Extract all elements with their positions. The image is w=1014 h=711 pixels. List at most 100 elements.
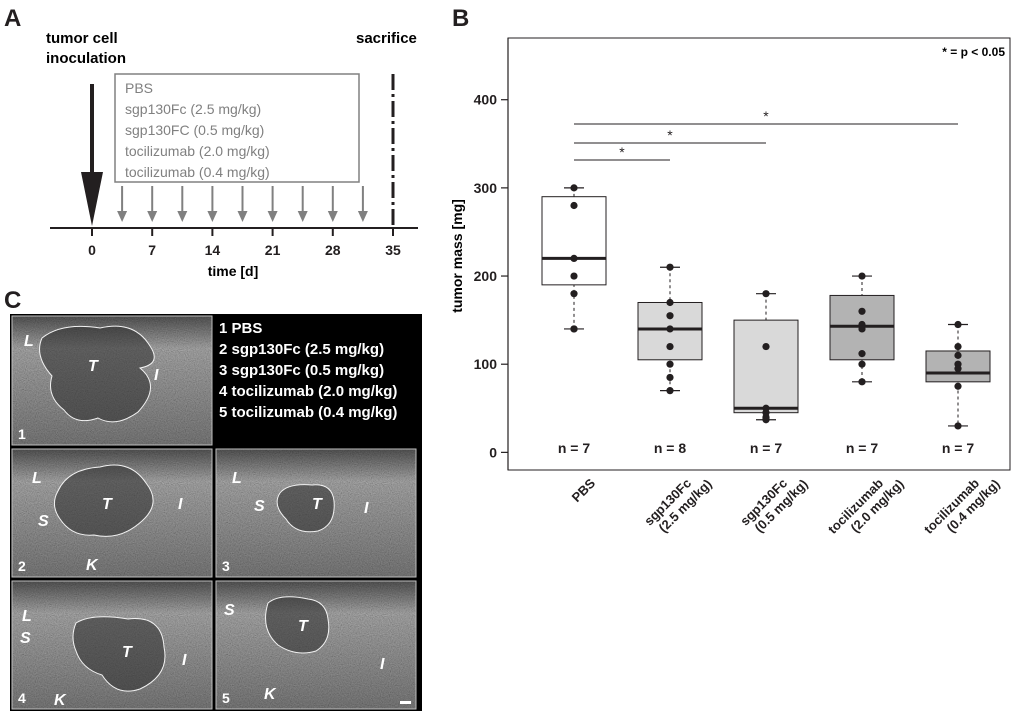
tumor-outline [72, 616, 166, 692]
treatment-5: tocilizumab (0.4 mg/kg) [125, 164, 270, 180]
box [541, 196, 607, 286]
us-image-number: 1 [18, 426, 26, 442]
y-tick-label: 0 [489, 444, 497, 460]
us-anatomy-label: T [102, 496, 113, 513]
us-image-5: S T I K 5 [215, 580, 417, 710]
us-anatomy-label: K [54, 692, 67, 709]
injection-arrow-head [207, 211, 218, 222]
data-point [666, 373, 674, 382]
data-point [858, 350, 866, 358]
data-point [666, 312, 674, 320]
timeline-tick-label: 35 [385, 242, 401, 258]
x-tick-label-line1: PBS [569, 475, 599, 505]
us-anatomy-label: I [364, 500, 369, 517]
data-point [570, 184, 578, 192]
us-image-number: 4 [18, 690, 26, 706]
y-tick-label: 300 [474, 180, 498, 196]
data-point [858, 272, 866, 280]
timeline-tick-label: 14 [205, 242, 221, 258]
treatment-2: sgp130Fc (2.5 mg/kg) [125, 101, 261, 117]
us-image-border [11, 448, 213, 578]
inoculation-arrow-head [81, 172, 103, 226]
injection-arrow-head [297, 211, 308, 222]
data-point [858, 378, 866, 386]
us-image-border [11, 315, 213, 446]
n-label: n = 8 [654, 440, 687, 456]
treatment-4: tocilizumab (2.0 mg/kg) [125, 143, 270, 159]
x-tick-label: tocilizumab(2.0 mg/kg) [825, 466, 907, 548]
significance-star: * [763, 108, 769, 124]
y-tick-label: 400 [474, 92, 498, 108]
us-anatomy-label: T [88, 358, 99, 375]
data-point [954, 351, 962, 359]
tumor-outline [39, 325, 155, 423]
n-label: n = 7 [846, 440, 879, 456]
data-point [858, 360, 866, 368]
us-anatomy-label: T [312, 496, 323, 513]
data-point [858, 325, 866, 333]
x-tick-label: tocilizumab(0.4 mg/kg) [921, 466, 1003, 548]
data-point [762, 342, 770, 351]
us-anatomy-label: I [154, 367, 159, 384]
data-point [666, 298, 674, 307]
data-point [954, 422, 962, 430]
data-point [858, 307, 866, 315]
data-point [666, 342, 674, 351]
panel-c-label: C [4, 287, 21, 314]
timeline-tick-label: 21 [265, 242, 281, 258]
injection-arrow-head [147, 211, 158, 222]
us-image-border [215, 580, 417, 710]
sacrifice-label: sacrifice [356, 30, 417, 47]
n-label: n = 7 [942, 440, 975, 456]
injection-arrow-head [357, 211, 368, 222]
timeline-xlabel: time [d] [208, 263, 259, 279]
us-image-border [215, 448, 417, 578]
tumor-outline [265, 596, 330, 654]
n-label: n = 7 [558, 440, 591, 456]
data-point [954, 320, 962, 329]
data-point [762, 416, 770, 424]
treatment-box [114, 73, 360, 183]
us-legend-3: 3 sgp130Fc (0.5 mg/kg) [219, 362, 384, 379]
injection-arrow-head [267, 211, 278, 222]
data-point [666, 263, 674, 271]
us-legend-4: 4 tocilizumab (2.0 mg/kg) [219, 383, 397, 400]
us-legend-5: 5 tocilizumab (0.4 mg/kg) [219, 404, 397, 421]
tumor-outline [276, 484, 335, 533]
inoculation-label-line1: tumor cell [46, 30, 118, 47]
n-label: n = 7 [750, 440, 783, 456]
y-tick-label: 100 [474, 356, 498, 372]
injection-arrow-head [117, 211, 128, 222]
us-anatomy-label: I [380, 656, 385, 673]
x-tick-label: sgp130Fc(2.5 mg/kg) [641, 466, 715, 540]
timeline-tick-label: 0 [88, 242, 96, 258]
data-point [666, 360, 674, 368]
injection-arrow-head [237, 211, 248, 222]
x-tick-label: sgp130Fc(0.5 mg/kg) [737, 466, 811, 540]
us-anatomy-label: T [122, 644, 133, 661]
us-anatomy-label: L [22, 608, 32, 625]
us-anatomy-label: S [254, 498, 265, 515]
us-anatomy-label: S [38, 513, 49, 530]
x-tick-label: PBS [569, 475, 599, 505]
y-axis-label: tumor mass [mg] [449, 199, 465, 313]
significance-star: * [619, 144, 625, 160]
data-point [954, 382, 962, 390]
significance-star: * [667, 127, 673, 143]
box [733, 319, 799, 414]
us-anatomy-label: K [86, 557, 99, 574]
data-point [762, 290, 770, 298]
us-anatomy-label: L [24, 333, 34, 350]
us-image-border [11, 580, 213, 710]
us-anatomy-label: I [182, 652, 187, 669]
us-anatomy-label: L [32, 470, 42, 487]
us-anatomy-label: S [224, 602, 235, 619]
us-anatomy-label: I [178, 496, 183, 513]
significance-note: * = p < 0.05 [942, 45, 1005, 59]
us-image-number: 3 [222, 558, 230, 574]
us-image-2: L T S I K 2 [11, 448, 213, 578]
us-image-3: LS T I 3 [215, 448, 417, 578]
us-image-1: L T I 1 [11, 315, 213, 446]
